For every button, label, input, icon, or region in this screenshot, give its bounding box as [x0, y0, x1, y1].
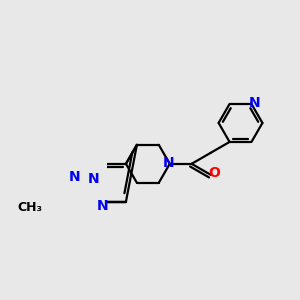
- Text: N: N: [88, 172, 99, 186]
- Text: CH₃: CH₃: [17, 201, 42, 214]
- Text: N: N: [97, 199, 109, 213]
- Text: N: N: [69, 170, 80, 184]
- Text: N: N: [249, 96, 261, 110]
- Text: O: O: [208, 167, 220, 181]
- Text: N: N: [163, 155, 174, 170]
